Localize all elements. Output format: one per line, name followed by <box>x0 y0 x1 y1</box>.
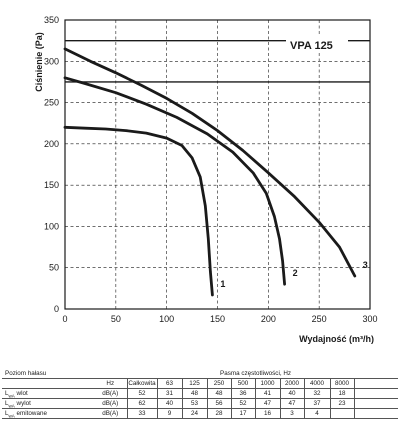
noise-level-table: Poziom hałasu Pasma częstotliwości, Hz H… <box>2 369 399 419</box>
column-header: 1000 <box>254 378 280 389</box>
column-header: 4000 <box>303 378 330 389</box>
table-title: Poziom hałasu <box>2 369 94 379</box>
table-cell: 47 <box>254 398 280 409</box>
x-tick-label: 300 <box>362 314 377 324</box>
y-tick-label: 100 <box>44 221 59 231</box>
fan-performance-chart: 0 50 100 150 200 250 300 0 50 100 150 200 250 300 350… <box>34 15 378 344</box>
table-cell: 3 <box>279 408 304 419</box>
table-cell: 9 <box>156 408 182 419</box>
table-cell: 40 <box>279 388 304 399</box>
table-cell: 33 <box>126 408 157 419</box>
curve-label: 2 <box>293 268 298 278</box>
table-cell: 41 <box>254 388 280 399</box>
table-cell: 28 <box>206 408 231 419</box>
table-cell <box>329 408 355 419</box>
column-header: 250 <box>206 378 231 389</box>
table-cell: 48 <box>206 388 231 399</box>
table-row: LwA emitowane dB(A) 33 9 24 28 17 16 3 4 <box>2 408 399 419</box>
row-unit: dB(A) <box>94 408 127 419</box>
x-tick-label: 50 <box>111 314 121 324</box>
table-cell: 48 <box>181 388 207 399</box>
table-cell: 62 <box>126 398 157 409</box>
y-tick-label: 300 <box>44 56 59 66</box>
table-cell: 36 <box>230 388 255 399</box>
y-axis-ticks: 0 50 100 150 200 250 300 350 <box>44 15 59 314</box>
table-header-row: Hz Całkowita 63 125 250 500 1000 2000 40… <box>2 378 399 389</box>
curve-line <box>63 76 286 286</box>
row-unit: dB(A) <box>94 398 127 409</box>
row-label: LwA wylot <box>2 398 94 409</box>
curve-label: 3 <box>363 260 368 270</box>
table-cell: 56 <box>206 398 231 409</box>
x-axis-title: Wydajność (m³/h) <box>299 334 374 344</box>
y-tick-label: 150 <box>44 180 59 190</box>
column-header: 63 <box>156 378 182 389</box>
table-cell: 24 <box>181 408 207 419</box>
chart-title: VPA 125 <box>290 40 333 52</box>
table-cell: 52 <box>230 398 255 409</box>
table-cell: 23 <box>329 398 355 409</box>
x-tick-label: 100 <box>159 314 174 324</box>
column-header: 500 <box>230 378 255 389</box>
curve-line <box>63 125 214 297</box>
row-label: LwA emitowane <box>2 408 94 419</box>
table-row: LwA wylot dB(A) 62 40 53 56 52 47 47 37 … <box>2 398 399 409</box>
table-cell: 52 <box>126 388 157 399</box>
table-cell: 17 <box>230 408 255 419</box>
title-background <box>286 36 348 53</box>
y-tick-label: 250 <box>44 98 59 108</box>
table-cell: 53 <box>181 398 207 409</box>
row-label: LwA wlot <box>2 388 94 399</box>
y-tick-label: 200 <box>44 139 59 149</box>
table-cell: 32 <box>303 388 330 399</box>
x-tick-label: 250 <box>312 314 327 324</box>
table-cell: 16 <box>254 408 280 419</box>
curves: 1 2 3 <box>63 47 368 297</box>
column-header: Całkowita <box>126 378 157 389</box>
y-tick-label: 50 <box>49 263 59 273</box>
x-axis-ticks: 0 50 100 150 200 250 300 <box>62 314 377 324</box>
column-header: 125 <box>181 378 207 389</box>
curve-label: 1 <box>220 279 225 289</box>
table-cell: 4 <box>303 408 330 419</box>
band-header: Pasma częstotliwości, Hz <box>157 369 355 379</box>
table-cell: 40 <box>156 398 182 409</box>
y-tick-label: 350 <box>44 15 59 25</box>
y-axis-title: Ciśnienie (Pa) <box>34 32 44 92</box>
x-tick-label: 150 <box>210 314 225 324</box>
table-cell: 47 <box>279 398 304 409</box>
grid <box>64 19 371 310</box>
table-cell: 18 <box>329 388 355 399</box>
table-row: LwA wlot dB(A) 52 31 48 48 36 41 40 32 1… <box>2 388 399 399</box>
curve-line <box>63 47 357 278</box>
unit-header: Hz <box>94 378 127 389</box>
y-tick-label: 0 <box>54 304 59 314</box>
plot-frame <box>64 19 371 310</box>
x-tick-label: 200 <box>261 314 276 324</box>
column-header: 2000 <box>279 378 304 389</box>
table-cell: 37 <box>303 398 330 409</box>
row-unit: dB(A) <box>94 388 127 399</box>
table-cell: 31 <box>156 388 182 399</box>
x-tick-label: 0 <box>62 314 67 324</box>
column-header: 8000 <box>329 378 355 389</box>
